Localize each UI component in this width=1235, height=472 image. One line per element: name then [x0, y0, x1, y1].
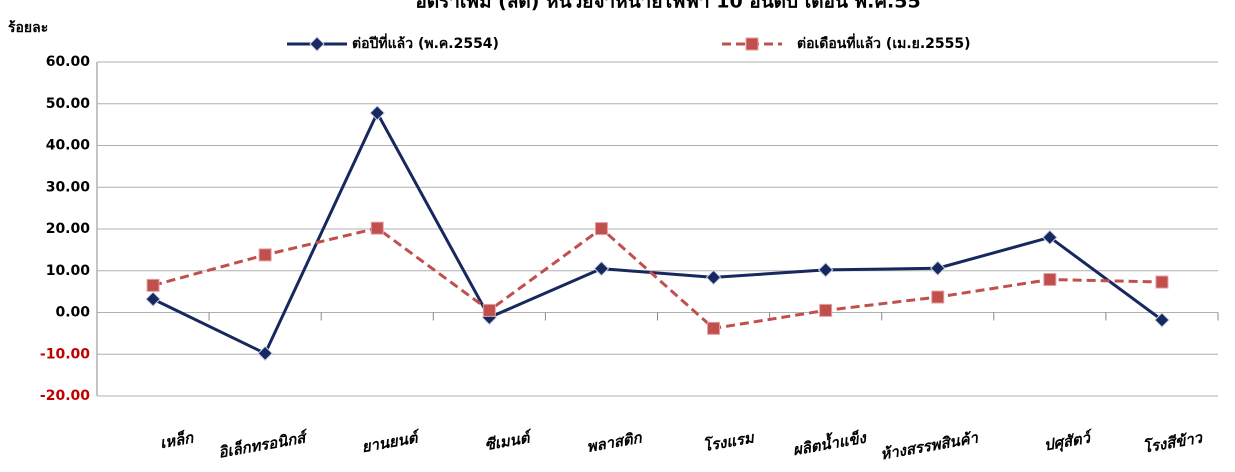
- x-tick-label: โรงสีข้าว: [1141, 427, 1205, 456]
- legend-marker: [309, 36, 325, 52]
- y-tick-label: 0.00: [55, 305, 90, 321]
- chart-title: อัตราเพิ่ม (ลด) หน่วยจำหน่ายไฟฟ้า 10 อัน…: [415, 0, 920, 13]
- point-marker: [1042, 229, 1058, 246]
- y-tick-label: 30.00: [46, 179, 91, 195]
- y-tick-label: 50.00: [46, 96, 91, 112]
- x-tick-label: อิเล็กทรอนิกส์: [217, 427, 311, 462]
- point-marker: [594, 222, 608, 236]
- y-tick-label: 40.00: [46, 138, 91, 154]
- y-tick-label: -10.00: [40, 346, 90, 362]
- point-marker: [817, 262, 834, 278]
- point-marker: [145, 291, 161, 307]
- point-marker: [819, 303, 833, 317]
- x-tick-label: โรงแรม: [701, 427, 756, 455]
- y-tick-label: -20.00: [40, 388, 90, 404]
- x-tick-label: ผลิตน้ำแข็ง: [791, 425, 869, 459]
- point-marker: [146, 278, 160, 292]
- y-axis-label: ร้อยละ: [8, 20, 48, 36]
- y-tick-label: 60.00: [46, 54, 91, 70]
- point-marker: [258, 248, 272, 262]
- point-marker: [705, 269, 722, 286]
- x-tick-label: เหล็ก: [158, 428, 195, 453]
- point-marker: [930, 260, 946, 276]
- point-marker: [482, 303, 496, 317]
- series-line: [152, 109, 1163, 356]
- point-marker: [1154, 312, 1170, 328]
- point-marker: [1043, 273, 1057, 287]
- point-marker: [593, 260, 610, 277]
- point-marker: [370, 221, 384, 235]
- point-marker: [707, 321, 721, 335]
- point-marker: [931, 290, 945, 304]
- x-tick-label: ห้างสรรพสินค้า: [879, 428, 981, 463]
- point-marker: [369, 105, 385, 121]
- series-line: [152, 226, 1162, 330]
- x-tick-label: ยานยนต์: [360, 428, 422, 456]
- legend-label: ต่อเดือนที่แล้ว (เม.ย.2555): [797, 33, 971, 52]
- x-tick-label: ซีเมนต์: [483, 428, 535, 454]
- y-tick-label: 10.00: [46, 263, 91, 279]
- x-tick-label: ปศุสัตว์: [1043, 428, 1096, 455]
- x-tick-label: พลาสติก: [585, 428, 644, 456]
- legend-label: ต่อปีที่แล้ว (พ.ค.2554): [352, 33, 499, 52]
- point-marker: [257, 345, 273, 362]
- point-marker: [1155, 275, 1169, 289]
- y-tick-label: 20.00: [46, 221, 91, 237]
- legend-marker: [745, 37, 759, 51]
